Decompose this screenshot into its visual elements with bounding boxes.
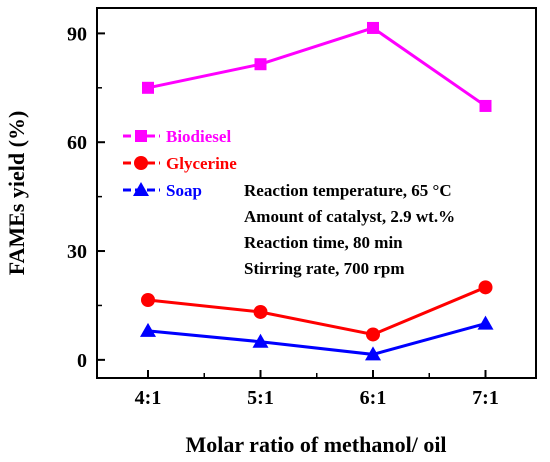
glycerine-line: [147, 285, 487, 337]
biodiesel-point: [142, 81, 154, 94]
glycerine-point: [366, 327, 380, 342]
legend-soap-label: Soap: [166, 181, 202, 200]
annotation-text: Reaction time, 80 min: [244, 233, 403, 252]
soap-point: [365, 346, 381, 361]
annotations: Reaction temperature, 65 °C Amount of cat…: [244, 181, 455, 278]
biodiesel-point: [479, 99, 492, 112]
legend-soap-marker: [133, 182, 149, 196]
annotation-text: Amount of catalyst, 2.9 wt.%: [244, 207, 455, 226]
legend-glycerine-label: Glycerine: [166, 154, 237, 173]
soap-point: [140, 322, 156, 337]
y-axis-ticks: 0 30 60 90: [67, 23, 105, 372]
biodiesel-line: [147, 26, 487, 108]
glycerine-point: [141, 293, 155, 308]
soap-point: [252, 333, 269, 348]
glycerine-point: [478, 280, 493, 295]
legend: Biodiesel Glycerine Soap: [123, 127, 237, 200]
y-tick-label: 0: [77, 350, 87, 372]
y-axis-label: FAMEs yield (%): [4, 111, 29, 276]
x-tick-label: 7:1: [472, 387, 499, 409]
annotation-text: Stirring rate, 700 rpm: [244, 259, 405, 278]
x-axis-label: Molar ratio of methanol/ oil: [185, 432, 446, 457]
y-tick-label: 30: [67, 241, 87, 263]
x-tick-label: 6:1: [360, 387, 387, 409]
glycerine-point: [253, 304, 268, 319]
legend-biodiesel-marker: [135, 130, 147, 142]
annotation-text: Reaction temperature, 65 °C: [244, 181, 452, 200]
soap-line: [147, 322, 486, 356]
series-layer: [140, 21, 494, 361]
biodiesel-point: [367, 21, 379, 34]
soap-point: [477, 315, 494, 330]
x-axis-ticks: 4:1 5:1 6:1 7:1: [135, 370, 499, 409]
biodiesel-point: [254, 58, 267, 71]
legend-glycerine-marker: [134, 156, 148, 170]
legend-biodiesel-label: Biodiesel: [166, 127, 231, 146]
y-tick-label: 60: [67, 132, 87, 154]
y-tick-label: 90: [67, 23, 87, 45]
x-tick-label: 4:1: [135, 387, 162, 409]
x-tick-label: 5:1: [247, 387, 274, 409]
